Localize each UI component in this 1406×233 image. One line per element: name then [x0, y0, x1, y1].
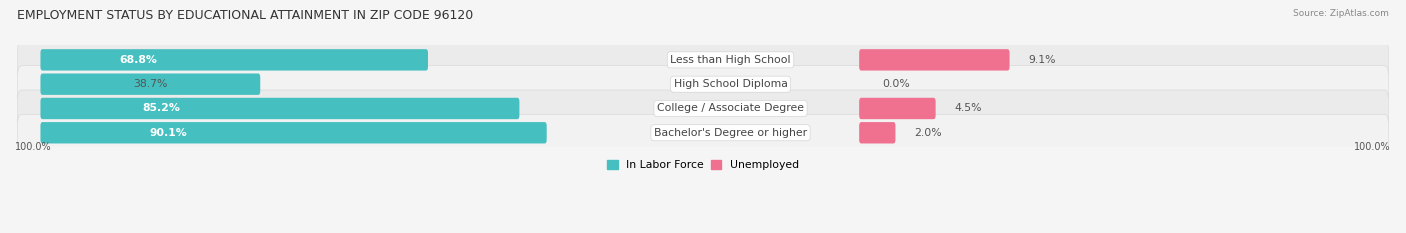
FancyBboxPatch shape	[41, 49, 427, 71]
Text: EMPLOYMENT STATUS BY EDUCATIONAL ATTAINMENT IN ZIP CODE 96120: EMPLOYMENT STATUS BY EDUCATIONAL ATTAINM…	[17, 9, 474, 22]
FancyBboxPatch shape	[41, 98, 519, 119]
Text: Source: ZipAtlas.com: Source: ZipAtlas.com	[1294, 9, 1389, 18]
FancyBboxPatch shape	[18, 66, 1388, 103]
Text: 85.2%: 85.2%	[142, 103, 180, 113]
Text: Less than High School: Less than High School	[671, 55, 790, 65]
FancyBboxPatch shape	[41, 122, 547, 144]
FancyBboxPatch shape	[859, 98, 935, 119]
Text: High School Diploma: High School Diploma	[673, 79, 787, 89]
FancyBboxPatch shape	[18, 41, 1388, 78]
FancyBboxPatch shape	[859, 122, 896, 144]
Legend: In Labor Force, Unemployed: In Labor Force, Unemployed	[603, 156, 803, 175]
FancyBboxPatch shape	[18, 114, 1388, 151]
Text: 100.0%: 100.0%	[1354, 142, 1391, 152]
Text: 68.8%: 68.8%	[120, 55, 157, 65]
FancyBboxPatch shape	[859, 49, 1010, 71]
FancyBboxPatch shape	[41, 73, 260, 95]
FancyBboxPatch shape	[18, 90, 1388, 127]
Text: 100.0%: 100.0%	[15, 142, 52, 152]
Text: 0.0%: 0.0%	[882, 79, 910, 89]
Text: 9.1%: 9.1%	[1028, 55, 1056, 65]
Text: 4.5%: 4.5%	[955, 103, 981, 113]
Text: 2.0%: 2.0%	[914, 128, 942, 138]
Text: College / Associate Degree: College / Associate Degree	[657, 103, 804, 113]
Text: 38.7%: 38.7%	[134, 79, 167, 89]
Text: 90.1%: 90.1%	[149, 128, 187, 138]
Text: Bachelor's Degree or higher: Bachelor's Degree or higher	[654, 128, 807, 138]
